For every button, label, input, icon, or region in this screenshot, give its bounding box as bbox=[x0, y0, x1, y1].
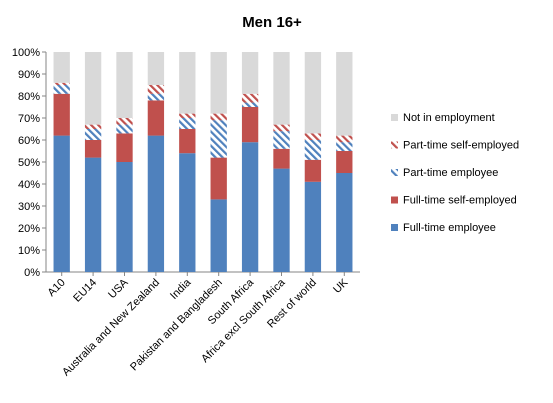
bars bbox=[53, 52, 353, 272]
bar-segment-full-time-self-employed bbox=[336, 151, 353, 173]
bar-segment-full-time-self-employed bbox=[241, 107, 259, 143]
legend-label-not-in-employment: Not in employment bbox=[403, 112, 495, 124]
bar-segment-full-time-employee bbox=[241, 142, 259, 272]
x-tick-label: USA bbox=[106, 276, 131, 301]
x-tick-label: India bbox=[168, 276, 194, 302]
chart-title: Men 16+ bbox=[242, 14, 302, 31]
legend-swatch-part-time-employee bbox=[391, 169, 398, 176]
bar-segment-full-time-self-employed bbox=[210, 157, 227, 200]
legend-label-part-time-employee: Part-time employee bbox=[403, 167, 498, 179]
y-tick-label: 30% bbox=[18, 201, 40, 213]
y-tick-label: 90% bbox=[18, 69, 40, 81]
x-tick-label: EU14 bbox=[71, 277, 99, 305]
bar-segment-part-time-employee bbox=[210, 120, 227, 158]
y-tick-label: 20% bbox=[18, 223, 40, 235]
legend-swatch-full-time-employee bbox=[391, 224, 398, 231]
y-tick-label: 100% bbox=[12, 47, 40, 59]
bar-segment-not-in-employment bbox=[84, 52, 102, 125]
bar-segment-part-time-self-employed bbox=[210, 113, 227, 121]
bar-segment-part-time-employee bbox=[304, 140, 322, 160]
y-tick-label: 10% bbox=[18, 245, 40, 257]
bar-segment-part-time-employee bbox=[116, 124, 133, 134]
legend-label-full-time-self-employed: Full-time self-employed bbox=[403, 195, 517, 207]
bar-segment-part-time-self-employed bbox=[336, 135, 353, 143]
bar-segment-not-in-employment bbox=[336, 52, 353, 136]
x-tick-label: UK bbox=[331, 276, 351, 296]
x-tick-label: A10 bbox=[45, 277, 67, 299]
bar-segment-full-time-employee bbox=[84, 157, 102, 272]
bar-segment-full-time-employee bbox=[179, 153, 196, 272]
bar-segment-not-in-employment bbox=[210, 52, 227, 114]
bar-segment-part-time-self-employed bbox=[179, 113, 196, 118]
bar-segment-not-in-employment bbox=[147, 52, 165, 85]
bar-segment-part-time-self-employed bbox=[84, 124, 102, 129]
bar-segment-full-time-self-employed bbox=[273, 148, 290, 169]
y-tick-label: 50% bbox=[18, 157, 40, 169]
bar-segment-part-time-self-employed bbox=[147, 85, 165, 94]
bar-segment-full-time-employee bbox=[116, 162, 133, 272]
bar-segment-full-time-employee bbox=[273, 168, 290, 272]
bar-segment-part-time-self-employed bbox=[53, 82, 70, 85]
bar-segment-full-time-self-employed bbox=[116, 133, 133, 162]
bar-segment-part-time-employee bbox=[241, 102, 259, 107]
bar-segment-full-time-self-employed bbox=[147, 100, 165, 136]
legend-swatch-not-in-employment bbox=[391, 114, 398, 121]
bar-segment-full-time-employee bbox=[336, 173, 353, 272]
y-tick-label: 80% bbox=[18, 91, 40, 103]
bar-segment-full-time-self-employed bbox=[84, 140, 102, 158]
legend-label-full-time-employee: Full-time employee bbox=[403, 222, 496, 234]
bar-segment-part-time-self-employed bbox=[304, 133, 322, 140]
bar-segment-full-time-employee bbox=[147, 135, 165, 272]
bar-segment-part-time-employee bbox=[147, 93, 165, 101]
bar-segment-part-time-self-employed bbox=[116, 118, 133, 125]
bar-segment-part-time-employee bbox=[179, 118, 196, 129]
bar-segment-part-time-employee bbox=[84, 129, 102, 140]
bar-segment-full-time-self-employed bbox=[53, 93, 70, 136]
y-tick-label: 70% bbox=[18, 113, 40, 125]
bar-segment-full-time-employee bbox=[53, 135, 70, 272]
y-tick-label: 60% bbox=[18, 135, 40, 147]
y-tick-label: 0% bbox=[24, 267, 40, 279]
bar-segment-not-in-employment bbox=[116, 52, 133, 118]
bar-segment-part-time-employee bbox=[53, 85, 70, 94]
y-tick-label: 40% bbox=[18, 179, 40, 191]
bar-segment-not-in-employment bbox=[53, 52, 70, 83]
legend: Not in employment Part-time self-employed… bbox=[391, 112, 519, 234]
legend-swatch-part-time-self-employed bbox=[391, 141, 398, 149]
legend-label-part-time-self-employed: Part-time self-employed bbox=[403, 140, 519, 152]
bar-segment-not-in-employment bbox=[241, 52, 259, 94]
bar-segment-part-time-employee bbox=[336, 142, 353, 151]
bar-segment-not-in-employment bbox=[179, 52, 196, 114]
bar-segment-full-time-employee bbox=[210, 199, 227, 272]
bar-segment-full-time-self-employed bbox=[304, 159, 322, 182]
bar-segment-part-time-self-employed bbox=[273, 124, 290, 132]
legend-swatch-full-time-self-employed bbox=[391, 196, 398, 204]
axes: 0% 10% 20% 30% 40% 50% 60% 70% 80% 90% 100% bbox=[12, 47, 360, 279]
bar-segment-part-time-employee bbox=[273, 131, 290, 149]
bar-segment-full-time-self-employed bbox=[179, 129, 196, 154]
bar-segment-full-time-employee bbox=[304, 181, 322, 272]
bar-segment-not-in-employment bbox=[273, 52, 290, 125]
bar-segment-part-time-self-employed bbox=[241, 93, 259, 103]
bar-segment-not-in-employment bbox=[304, 52, 322, 134]
